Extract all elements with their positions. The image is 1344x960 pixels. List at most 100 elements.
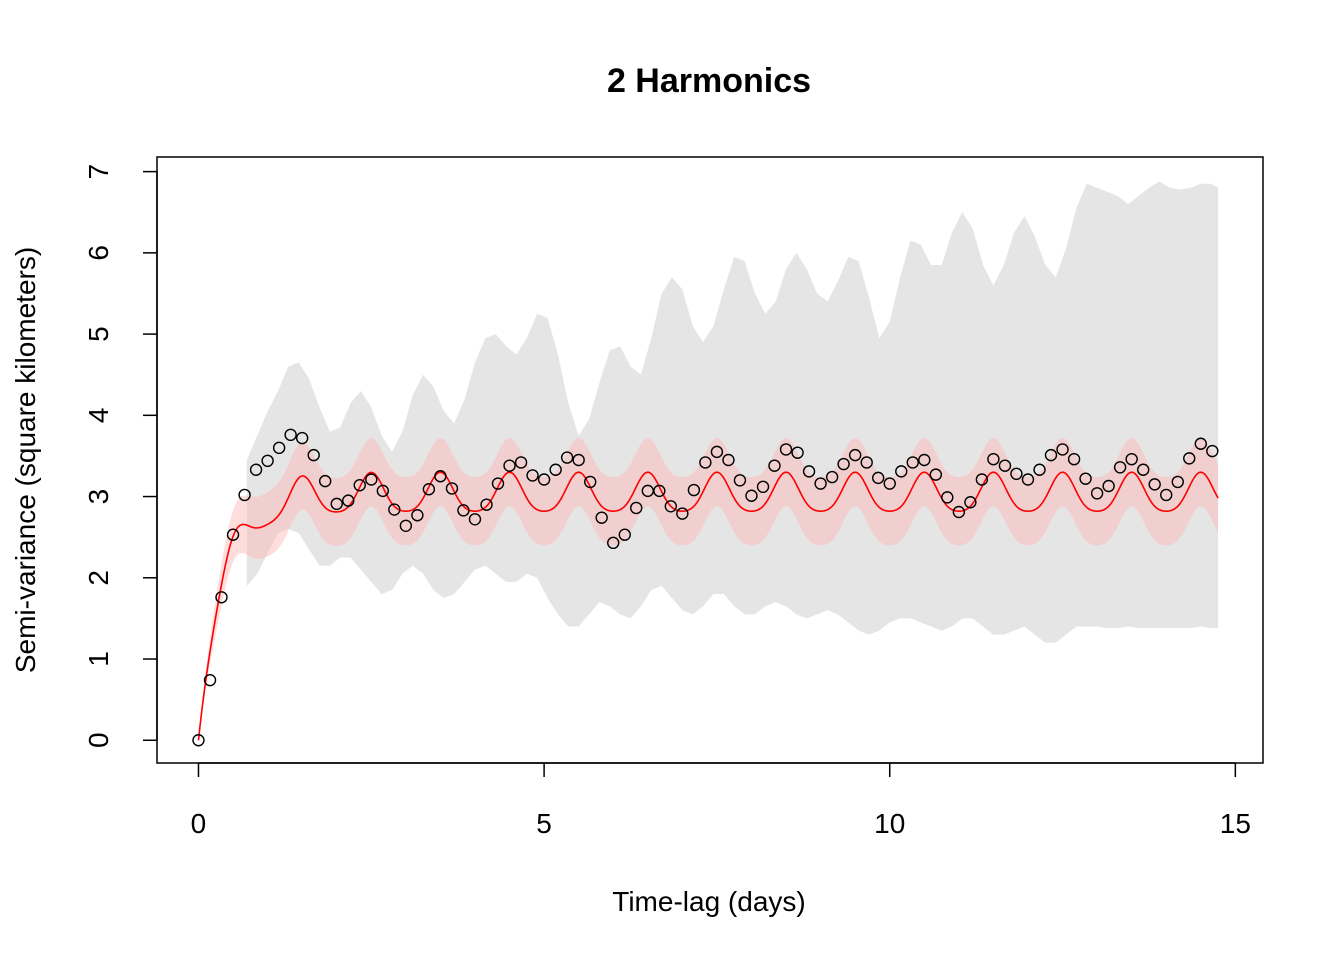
data-point	[871, 471, 885, 485]
x-tick-label: 15	[1220, 808, 1251, 839]
y-tick-label: 3	[83, 489, 114, 505]
data-point	[353, 478, 366, 492]
data-point	[526, 469, 539, 482]
data-point	[618, 528, 631, 541]
data-point	[814, 477, 827, 490]
data-point	[238, 488, 251, 502]
data-point	[249, 463, 263, 476]
data-point	[687, 483, 701, 497]
data-point	[722, 453, 735, 467]
fit-line	[197, 471, 1219, 741]
data-point	[1206, 444, 1219, 458]
plot-area	[192, 181, 1219, 747]
data-point	[975, 473, 989, 486]
data-point	[848, 448, 862, 462]
data-point	[330, 497, 343, 511]
data-point	[445, 482, 459, 495]
data-point	[1033, 463, 1046, 476]
data-points	[192, 428, 1219, 747]
x-tick-label: 5	[536, 808, 552, 839]
data-point	[860, 456, 873, 469]
data-point	[1079, 472, 1092, 485]
x-tick-label: 0	[191, 808, 207, 839]
data-point	[768, 459, 781, 472]
data-point	[1010, 467, 1023, 481]
data-point	[756, 480, 770, 494]
data-point	[941, 491, 954, 504]
data-point	[468, 513, 482, 526]
y-tick-label: 0	[83, 732, 114, 748]
data-point	[630, 501, 643, 515]
data-point	[1194, 437, 1207, 450]
data-point	[745, 489, 758, 502]
data-point	[1160, 488, 1173, 502]
y-tick-label: 6	[83, 245, 114, 261]
data-point	[987, 452, 1000, 466]
data-point	[1125, 452, 1138, 466]
data-point	[480, 498, 493, 511]
data-point	[192, 734, 205, 747]
y-tick-label: 4	[83, 408, 114, 424]
data-point	[572, 453, 585, 467]
data-point	[411, 509, 424, 522]
data-point	[226, 528, 240, 541]
data-point	[434, 470, 447, 483]
data-point	[802, 465, 816, 478]
x-axis: 0 5 10 15	[191, 762, 1251, 839]
data-point	[284, 428, 297, 442]
data-point	[1113, 461, 1127, 474]
fit-confidence-band	[198, 438, 1219, 741]
data-point	[307, 448, 320, 462]
data-point	[918, 453, 931, 467]
data-point	[676, 507, 689, 520]
data-point	[457, 504, 470, 517]
data-point	[1148, 478, 1161, 491]
data-point	[653, 484, 666, 498]
data-point	[825, 470, 839, 484]
data-band-area	[246, 181, 1219, 643]
data-point	[272, 441, 286, 455]
fit-curve	[197, 471, 1219, 741]
data-point	[733, 474, 747, 487]
fit-band-area	[198, 438, 1219, 741]
y-axis: 0 1 2 3 4 5 6 7	[83, 164, 158, 748]
chart-title: 2 Harmonics	[607, 62, 811, 100]
data-point	[929, 468, 943, 481]
data-confidence-band	[246, 181, 1219, 643]
data-point	[1021, 473, 1035, 486]
data-point	[998, 459, 1012, 472]
data-point	[203, 673, 217, 687]
data-point	[376, 484, 390, 498]
data-point	[365, 473, 378, 486]
data-point	[1102, 479, 1115, 493]
data-point	[318, 474, 332, 488]
y-tick-label: 7	[83, 164, 114, 180]
data-point	[261, 454, 274, 468]
y-tick-label: 1	[83, 651, 114, 667]
data-point	[791, 446, 804, 459]
x-axis-label: Time-lag (days)	[612, 886, 805, 917]
data-point	[1067, 452, 1081, 466]
data-point	[1056, 443, 1069, 456]
data-point	[883, 477, 896, 490]
data-point	[491, 477, 505, 490]
data-point	[710, 445, 724, 459]
data-point	[1044, 448, 1058, 462]
data-point	[503, 459, 516, 472]
data-point	[779, 443, 793, 456]
data-point	[215, 591, 228, 604]
y-tick-label: 2	[83, 570, 114, 586]
y-tick-label: 5	[83, 326, 114, 342]
data-point	[388, 503, 401, 516]
data-point	[514, 456, 528, 469]
data-point	[342, 494, 355, 507]
data-point	[837, 457, 850, 471]
data-point	[952, 505, 966, 519]
data-point	[1137, 463, 1150, 476]
data-point	[422, 483, 436, 496]
data-point	[895, 465, 908, 478]
data-point	[399, 519, 413, 532]
x-tick-label: 10	[874, 808, 905, 839]
data-point	[595, 511, 608, 524]
